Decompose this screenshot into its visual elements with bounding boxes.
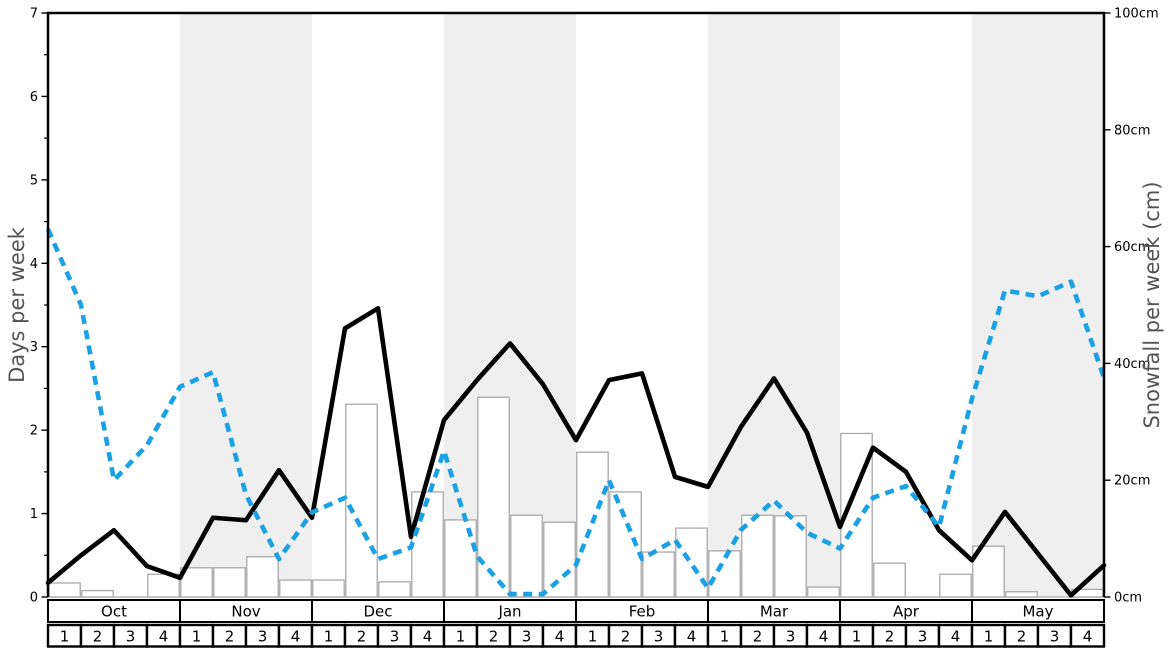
left-tick-label: 6 (30, 90, 38, 105)
snowfall-bar (345, 403, 378, 598)
left-tick-label: 5 (30, 173, 38, 188)
month-label: Mar (760, 603, 789, 621)
month-band (444, 14, 576, 597)
month-label: Apr (893, 603, 920, 621)
week-number-label: 3 (390, 628, 400, 646)
week-number-label: 1 (720, 628, 730, 646)
right-axis-ticks: 0cm 20cm 40cm 60cm 80cm 100cm (1104, 7, 1159, 606)
snowfall-bar (510, 514, 543, 598)
snowfall-bar (939, 573, 972, 598)
week-number-label: 1 (852, 628, 862, 646)
week-number-label: 2 (93, 628, 103, 646)
week-number-label: 3 (522, 628, 532, 646)
week-number-label: 4 (687, 628, 697, 646)
snowfall-bar (807, 586, 840, 598)
snowfall-bar (477, 396, 510, 598)
week-number-row: 1 2 3 4 1 2 3 4 1 2 3 4 1 2 3 4 1 2 3 4 1 2 3 4 1 2 3 4 1 2 3 4 (46, 623, 1106, 648)
month-label: Feb (629, 603, 656, 621)
left-tick-label: 2 (30, 424, 38, 439)
right-tick-label: 0cm (1114, 591, 1142, 606)
right-axis-title: Snowfall per week (cm) (1140, 181, 1164, 428)
month-label: May (1022, 603, 1053, 621)
week-number-label: 1 (192, 628, 202, 646)
snowfall-per-week-polyline (45, 228, 1107, 597)
week-number-label: 2 (753, 628, 763, 646)
week-number-label: 1 (60, 628, 70, 646)
snowfall-bar (246, 556, 279, 598)
week-number-label: 3 (786, 628, 796, 646)
snowfall-bar (642, 551, 675, 598)
week-number-label: 3 (126, 628, 136, 646)
snowfall-dashed-line (45, 228, 1107, 597)
week-number-label: 2 (225, 628, 235, 646)
week-cell (1069, 623, 1106, 648)
snowfall-bar (741, 514, 774, 598)
month-label-row: Oct Nov Dec Jan Feb Mar Apr May (47, 599, 1105, 623)
month-cell (971, 599, 1105, 623)
right-tick-label: 20cm (1114, 474, 1150, 489)
snowfall-bar (48, 582, 81, 598)
week-number-label: 4 (951, 628, 961, 646)
left-tick-label: 3 (30, 340, 38, 355)
week-number-label: 2 (621, 628, 631, 646)
snowfall-bar (543, 521, 576, 598)
snowfall-bar (411, 491, 444, 598)
week-number-label: 4 (159, 628, 169, 646)
snowfall-bar (576, 451, 609, 598)
right-tick-label: 100cm (1114, 7, 1159, 22)
left-tick-label: 0 (30, 591, 38, 606)
week-number-label: 3 (918, 628, 928, 646)
week-number-label: 2 (489, 628, 499, 646)
snowfall-bar (708, 550, 741, 598)
week-number-label: 3 (1050, 628, 1060, 646)
snowfall-bar (312, 579, 345, 598)
left-axis-ticks: 0 1 2 3 4 5 6 7 (30, 7, 48, 606)
month-label: Jan (497, 603, 521, 621)
left-tick-label: 7 (30, 7, 38, 22)
left-tick-label: 1 (30, 507, 38, 522)
snowfall-bar (81, 589, 114, 598)
week-number-label: 4 (1083, 628, 1093, 646)
snowfall-bar (378, 581, 411, 598)
snowfall-bar (675, 527, 708, 598)
left-axis-title: Days per week (5, 226, 29, 383)
snowfall-bar (180, 567, 213, 598)
right-tick-label: 80cm (1114, 123, 1150, 138)
snowfall-bar (279, 579, 312, 598)
month-label: Nov (231, 603, 260, 621)
snowfall-bar (444, 519, 477, 598)
snowfall-bars (48, 396, 1104, 598)
month-shade-bands (180, 14, 1104, 597)
left-tick-label: 4 (30, 257, 38, 272)
week-number-label: 4 (819, 628, 829, 646)
right-tick-label: 40cm (1114, 357, 1150, 372)
week-number-label: 1 (324, 628, 334, 646)
snowfall-bar (873, 562, 906, 598)
week-number-label: 3 (258, 628, 268, 646)
week-number-label: 4 (423, 628, 433, 646)
week-number-label: 2 (1017, 628, 1027, 646)
month-label: Dec (363, 603, 392, 621)
week-number-label: 1 (984, 628, 994, 646)
week-number-label: 3 (654, 628, 664, 646)
month-band (972, 14, 1104, 597)
month-band (708, 14, 840, 597)
week-number-label: 4 (555, 628, 565, 646)
month-band (180, 14, 312, 597)
week-number-label: 1 (456, 628, 466, 646)
snowfall-bar (1005, 591, 1038, 598)
week-number-label: 2 (357, 628, 367, 646)
month-label: Oct (101, 603, 127, 621)
snowfall-bar (213, 567, 246, 598)
week-number-label: 1 (588, 628, 598, 646)
week-number-label: 2 (885, 628, 895, 646)
week-number-label: 4 (291, 628, 301, 646)
right-tick-label: 60cm (1114, 240, 1150, 255)
